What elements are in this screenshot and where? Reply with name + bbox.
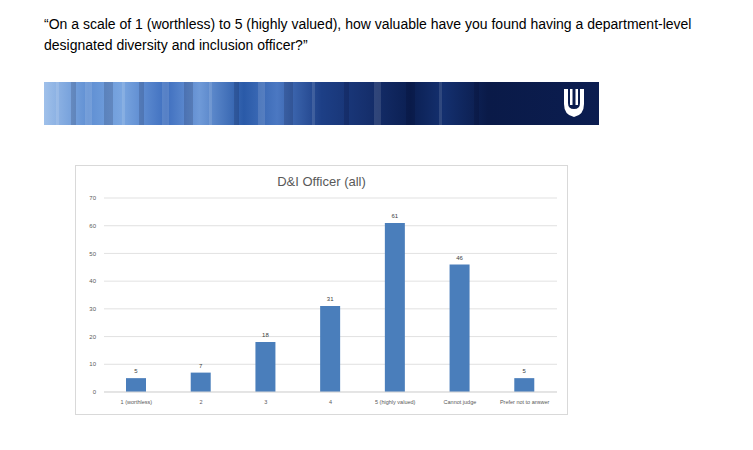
svg-text:46: 46	[456, 255, 463, 261]
svg-text:5: 5	[134, 368, 138, 374]
svg-text:18: 18	[262, 332, 269, 338]
svg-text:Cannot judge: Cannot judge	[444, 399, 477, 405]
html-text:“On a scale of 1 (worthless) t: “On a scale of 1 (worthless) to 5 (highl…	[44, 16, 692, 53]
svg-text:70: 70	[89, 195, 96, 201]
svg-text:7: 7	[199, 363, 203, 369]
svg-text:40: 40	[89, 278, 96, 284]
svg-text:50: 50	[89, 251, 96, 257]
svg-text:5 (highly valued): 5 (highly valued)	[375, 399, 416, 405]
svg-text:31: 31	[327, 296, 334, 302]
svg-text:61: 61	[392, 213, 399, 219]
svg-text:5: 5	[523, 368, 527, 374]
svg-text:1 (worthless): 1 (worthless)	[121, 399, 153, 405]
svg-text:30: 30	[89, 306, 96, 312]
svg-text:Prefer not to answer: Prefer not to answer	[500, 399, 550, 405]
svg-text:60: 60	[89, 223, 96, 229]
svg-text:3: 3	[264, 399, 267, 405]
svg-text:2: 2	[200, 399, 203, 405]
svg-text:4: 4	[329, 399, 332, 405]
svg-text:10: 10	[89, 361, 96, 367]
html-text:D&I Officer (all): D&I Officer (all)	[277, 174, 366, 189]
svg-text:20: 20	[89, 334, 96, 340]
svg-text:0: 0	[93, 389, 97, 395]
